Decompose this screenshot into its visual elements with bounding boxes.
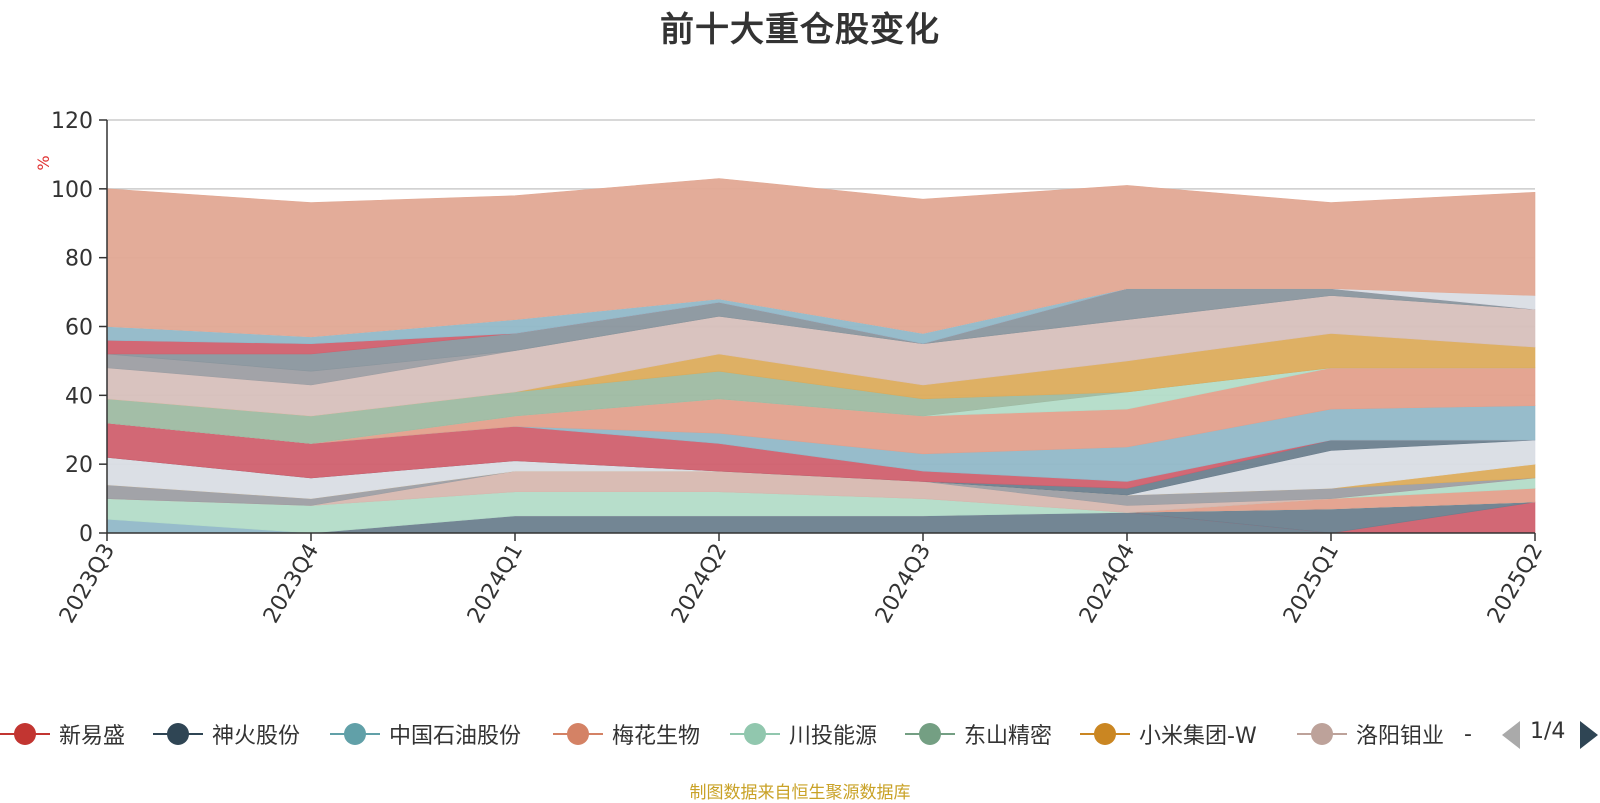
legend-page-indicator: 1/4 [1530, 719, 1566, 744]
next-page-icon[interactable] [1580, 721, 1598, 749]
y-axis-label: % [34, 155, 53, 170]
x-tick-label: 2024Q2 [667, 540, 732, 628]
legend-marker-icon [730, 719, 780, 749]
legend-item[interactable]: 川投能源 [730, 716, 877, 752]
y-tick-label: 20 [65, 453, 93, 478]
legend-item[interactable]: 洛阳钼业 [1297, 716, 1444, 752]
legend-marker-icon [1297, 719, 1347, 749]
legend-marker-icon [1080, 719, 1130, 749]
x-tick-label: 2024Q4 [1075, 540, 1140, 628]
legend-label: 梅花生物 [612, 724, 701, 749]
legend-marker-icon [330, 719, 380, 749]
previous-page-icon[interactable] [1502, 721, 1520, 749]
legend-label: 中国石油股份 [389, 724, 522, 749]
x-tick-label: 2024Q1 [463, 540, 528, 628]
legend-pager: 1/4 [1500, 716, 1600, 752]
legend-item[interactable]: 新易盛 [0, 716, 125, 752]
legend-marker-icon [153, 719, 203, 749]
y-tick-label: 80 [65, 247, 93, 272]
area-series [106, 178, 1536, 534]
legend-item[interactable]: - [1455, 716, 1472, 752]
legend-item[interactable]: 小米集团-W [1080, 716, 1257, 752]
legend-item[interactable]: 梅花生物 [553, 716, 700, 752]
y-tick-label: 0 [79, 522, 93, 547]
y-tick-label: 60 [65, 316, 93, 341]
legend-item[interactable]: 中国石油股份 [330, 716, 521, 752]
legend-label: 洛阳钼业 [1356, 724, 1445, 749]
legend-item[interactable]: 神火股份 [153, 716, 300, 752]
legend-label: 小米集团-W [1139, 724, 1257, 749]
legend-item[interactable]: 东山精密 [905, 716, 1052, 752]
legend-label: 新易盛 [59, 724, 126, 749]
x-tick-label: 2023Q3 [55, 540, 120, 628]
legend: 新易盛 神火股份 中国石油股份 梅花生物 川投能源 东山精密 小米集团-W 洛阳钼业 - 1/4 [0, 716, 1600, 756]
legend-label: 神火股份 [212, 724, 301, 749]
x-tick-label: 2025Q1 [1279, 540, 1344, 628]
legend-label: 川投能源 [789, 724, 878, 749]
legend-marker-icon [553, 719, 603, 749]
y-tick-label: 120 [51, 109, 93, 134]
legend-label: 东山精密 [964, 724, 1053, 749]
y-tick-label: 100 [51, 178, 93, 203]
legend-marker-icon [0, 719, 50, 749]
legend-label: - [1464, 721, 1472, 747]
chart-title: 前十大重仓股变化 [660, 10, 940, 50]
x-tick-label: 2023Q4 [259, 540, 324, 628]
area-band-24 [106, 178, 1536, 338]
y-tick-label: 40 [65, 384, 93, 409]
legend-marker-icon [905, 719, 955, 749]
source-note: 制图数据来自恒生聚源数据库 [689, 783, 911, 803]
x-tick-label: 2025Q2 [1483, 540, 1548, 628]
x-tick-label: 2024Q3 [871, 540, 936, 628]
